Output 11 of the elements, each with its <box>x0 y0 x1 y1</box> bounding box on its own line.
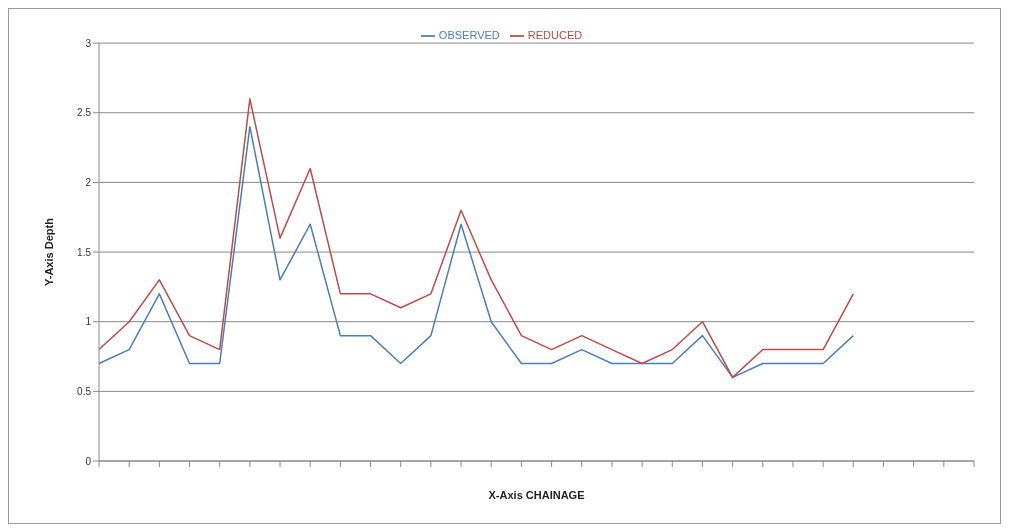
y-tick-label: 1 <box>85 316 92 328</box>
y-tick-label: 0 <box>85 455 92 467</box>
legend-label: OBSERVED <box>438 29 500 41</box>
y-tick-label: 0.5 <box>77 385 92 397</box>
x-axis-title: X-Axis CHAINAGE <box>488 489 585 501</box>
y-tick-label: 3 <box>85 37 92 49</box>
y-axis-title: Y-Axis Depth <box>42 217 55 286</box>
legend-label: REDUCED <box>527 29 583 41</box>
y-tick-label: 2 <box>85 176 92 188</box>
y-tick-label: 1.5 <box>77 246 92 258</box>
y-tick-label: 2.5 <box>77 107 92 119</box>
